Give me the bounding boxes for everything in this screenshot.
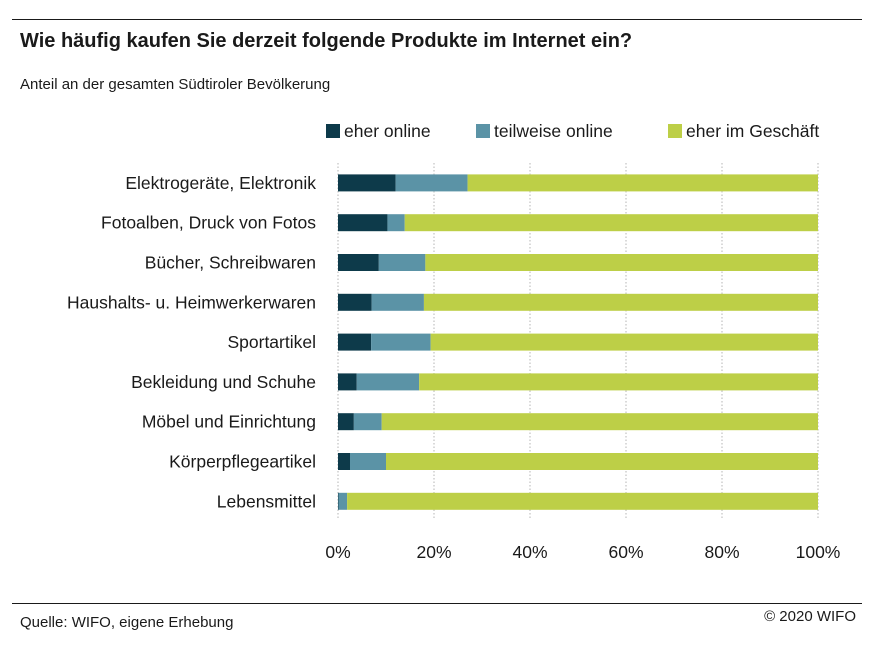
x-tick-label: 20% [416, 542, 451, 562]
chart-legend: eher online teilweise online eher im Gesch… [326, 121, 819, 141]
bar-segment-2 [371, 333, 431, 351]
bar-row [338, 413, 818, 431]
legend-swatch [668, 124, 682, 138]
bar-segment-2 [356, 373, 420, 391]
legend-label: eher online [344, 121, 431, 141]
bar-segment-2 [395, 174, 468, 192]
category-label: Sportartikel [227, 332, 316, 352]
bar-segment-1 [338, 293, 372, 311]
legend-label: teilweise online [494, 121, 613, 141]
category-label: Körperpflegeartikel [169, 452, 316, 472]
category-label: Elektrogeräte, Elektronik [125, 173, 316, 193]
category-labels: Elektrogeräte, Elektronik Fotoalben, Druc… [67, 173, 316, 511]
bar-segment-1 [338, 413, 354, 431]
category-label: Möbel und Einrichtung [142, 412, 316, 432]
stacked-bar-chart: eher online teilweise online eher im Gesch… [67, 121, 840, 562]
bar-segment-1 [338, 254, 379, 271]
x-tick-label: 60% [608, 542, 643, 562]
x-tick-label: 0% [325, 542, 350, 562]
chart-subtitle: Anteil an der gesamten Südtiroler Bevölk… [20, 76, 331, 93]
category-label: Fotoalben, Druck von Fotos [101, 213, 316, 233]
category-label: Bekleidung und Schuhe [131, 372, 316, 392]
x-tick-label: 80% [704, 542, 739, 562]
bar-segment-3 [347, 492, 818, 510]
bar-segment-2 [371, 293, 424, 311]
bar-segment-1 [338, 174, 396, 192]
bar-segment-3 [381, 413, 818, 431]
bar-segment-2 [378, 254, 426, 271]
x-tick-label: 100% [796, 542, 841, 562]
bar-segment-3 [404, 214, 818, 232]
bar-row [338, 254, 818, 271]
bar-segment-1 [338, 333, 372, 351]
bar-row [338, 174, 818, 192]
source-note: Quelle: WIFO, eigene Erhebung [20, 614, 234, 631]
x-axis-tick-labels: 0% 20% 40% 60% 80% 100% [325, 542, 840, 562]
legend-swatch [476, 124, 490, 138]
bar-segment-2 [338, 492, 348, 510]
bar-row [338, 373, 818, 391]
bar-segment-2 [387, 214, 405, 232]
bar-segment-1 [338, 214, 388, 232]
legend-item: eher online [326, 121, 431, 141]
bar-row [338, 492, 818, 510]
category-label: Haushalts- u. Heimwerkerwaren [67, 292, 316, 312]
bar-row [338, 293, 818, 311]
bar-segment-3 [430, 333, 818, 351]
chart-bars [338, 174, 818, 510]
category-label: Bücher, Schreibwaren [145, 253, 316, 273]
bar-row [338, 333, 818, 351]
bar-segment-1 [338, 373, 357, 391]
bar-segment-2 [353, 413, 382, 431]
bar-segment-3 [423, 293, 818, 311]
bar-segment-3 [386, 453, 818, 470]
legend-item: teilweise online [476, 121, 613, 141]
bar-segment-3 [467, 174, 818, 192]
bar-segment-3 [419, 373, 818, 391]
bar-segment-2 [350, 453, 386, 470]
bottom-rule [12, 603, 862, 604]
category-label: Lebensmittel [217, 491, 316, 511]
bar-row [338, 453, 818, 470]
x-tick-label: 40% [512, 542, 547, 562]
chart-title: Wie häufig kaufen Sie derzeit folgende P… [20, 30, 633, 52]
bar-segment-3 [425, 254, 818, 271]
top-rule [12, 19, 862, 20]
legend-label: eher im Geschäft [686, 121, 819, 141]
copyright-note: © 2020 WIFO [764, 608, 856, 625]
bar-segment-1 [338, 453, 350, 470]
legend-swatch [326, 124, 340, 138]
bar-row [338, 214, 818, 232]
legend-item: eher im Geschäft [668, 121, 819, 141]
